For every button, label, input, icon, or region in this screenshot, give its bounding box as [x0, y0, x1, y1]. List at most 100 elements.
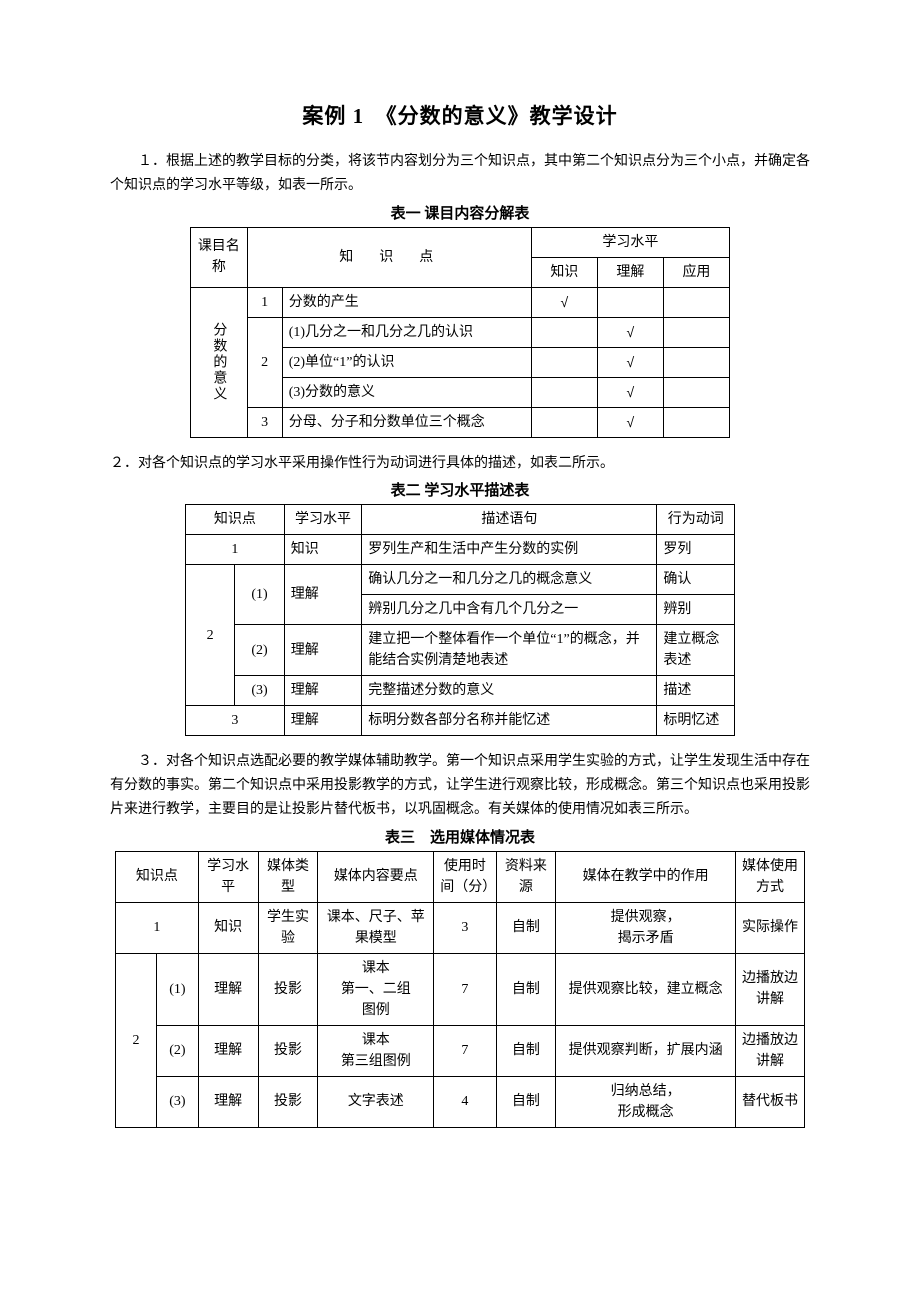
cell: 2	[116, 953, 157, 1127]
cell: 确认	[657, 565, 735, 595]
table-row: 课目名称 知 识 点 学习水平	[191, 227, 730, 257]
cell: 理解	[198, 953, 258, 1025]
cell: 3	[186, 706, 285, 736]
cell: 辨别几分之几中含有几个几分之一	[362, 595, 657, 625]
cell: (1)	[235, 565, 284, 625]
cell: 投影	[258, 1076, 318, 1127]
th-src: 资料来源	[496, 851, 556, 902]
tick-cell	[663, 287, 729, 317]
document-page: 案例 1 《分数的意义》教学设计 １．根据上述的教学目标的分类，将该节内容划分为…	[0, 0, 920, 1302]
paragraph-3: ３．对各个知识点选配必要的教学媒体辅助教学。第一个知识点采用学生实验的方式，让学…	[110, 750, 810, 821]
cell: 理解	[284, 706, 362, 736]
cell: 课本、尺子、苹果模型	[318, 902, 434, 953]
cell: 7	[434, 1025, 496, 1076]
cell: 2	[247, 317, 282, 407]
cell: 标明忆述	[657, 706, 735, 736]
cell: 描述	[657, 676, 735, 706]
cell: 理解	[284, 625, 362, 676]
cell: 文字表述	[318, 1076, 434, 1127]
table-row: (2) 理解 建立把一个整体看作一个单位“1”的概念，并能结合实例清楚地表述 建…	[186, 625, 735, 676]
cell: 分母、分子和分数单位三个概念	[282, 407, 531, 437]
cell: 分数的产生	[282, 287, 531, 317]
cell: 确认几分之一和几分之几的概念意义	[362, 565, 657, 595]
table-row: 2 (1)几分之一和几分之几的认识 √	[191, 317, 730, 347]
table-row: 2 (1) 理解 确认几分之一和几分之几的概念意义 确认	[186, 565, 735, 595]
cell: 理解	[198, 1025, 258, 1076]
table-row: 1 知识 学生实验 课本、尺子、苹果模型 3 自制 提供观察，揭示矛盾 实际操作	[116, 902, 805, 953]
cell: 1	[247, 287, 282, 317]
cell: (3)	[235, 676, 284, 706]
tick-cell	[663, 347, 729, 377]
cell: 自制	[496, 1025, 556, 1076]
table-row: 知识点 学习水平 描述语句 行为动词	[186, 505, 735, 535]
tick-cell: √	[531, 287, 597, 317]
cell: 3	[247, 407, 282, 437]
th-level: 学习水平	[531, 227, 729, 257]
th-subject: 课目名称	[191, 227, 248, 287]
cell: 知识	[284, 535, 362, 565]
cell: 自制	[496, 1076, 556, 1127]
cell: 建立概念表述	[657, 625, 735, 676]
table-row: 分数的意义 1 分数的产生 √	[191, 287, 730, 317]
th-mode: 媒体使用方式	[735, 851, 804, 902]
table-3: 知识点 学习水平 媒体类型 媒体内容要点 使用时间（分） 资料来源 媒体在教学中…	[115, 851, 805, 1128]
cell: 提供观察判断，扩展内涵	[556, 1025, 736, 1076]
cell: 投影	[258, 953, 318, 1025]
th-kp: 知识点	[116, 851, 199, 902]
cell: 课本第三组图例	[318, 1025, 434, 1076]
cell: 提供观察比较，建立概念	[556, 953, 736, 1025]
cell: 实际操作	[735, 902, 804, 953]
cell: 建立把一个整体看作一个单位“1”的概念，并能结合实例清楚地表述	[362, 625, 657, 676]
cell: (2)单位“1”的认识	[282, 347, 531, 377]
th-verb: 行为动词	[657, 505, 735, 535]
cell: 投影	[258, 1025, 318, 1076]
cell: (2)	[156, 1025, 198, 1076]
table-2: 知识点 学习水平 描述语句 行为动词 1 知识 罗列生产和生活中产生分数的实例 …	[185, 504, 735, 736]
cell: 1	[116, 902, 199, 953]
cell: 替代板书	[735, 1076, 804, 1127]
cell: 标明分数各部分名称并能忆述	[362, 706, 657, 736]
cell: 辨别	[657, 595, 735, 625]
tick-cell	[663, 377, 729, 407]
cell: 3	[434, 902, 496, 953]
cell: (1)	[156, 953, 198, 1025]
cell: 课本第一、二组图例	[318, 953, 434, 1025]
cell-subject: 分数的意义	[191, 287, 248, 437]
table-1: 课目名称 知 识 点 学习水平 知识 理解 应用 分数的意义 1 分数的产生 √…	[190, 227, 730, 438]
cell: (3)	[156, 1076, 198, 1127]
tick-cell	[531, 317, 597, 347]
table3-title: 表三 选用媒体情况表	[110, 826, 810, 847]
paragraph-2: ２．对各个知识点的学习水平采用操作性行为动词进行具体的描述，如表二所示。	[110, 452, 810, 476]
cell: 罗列生产和生活中产生分数的实例	[362, 535, 657, 565]
th-lvl: 学习水平	[284, 505, 362, 535]
cell: 理解	[284, 565, 362, 625]
cell: 2	[186, 565, 235, 706]
doc-title: 案例 1 《分数的意义》教学设计	[110, 100, 810, 130]
tick-cell	[531, 347, 597, 377]
th-lv-understand: 理解	[597, 257, 663, 287]
cell: 边播放边讲解	[735, 1025, 804, 1076]
tick-cell	[531, 377, 597, 407]
table-row: (2) 理解 投影 课本第三组图例 7 自制 提供观察判断，扩展内涵 边播放边讲…	[116, 1025, 805, 1076]
th-role: 媒体在教学中的作用	[556, 851, 736, 902]
table-row: 知识点 学习水平 媒体类型 媒体内容要点 使用时间（分） 资料来源 媒体在教学中…	[116, 851, 805, 902]
table-row: 1 知识 罗列生产和生活中产生分数的实例 罗列	[186, 535, 735, 565]
cell: 完整描述分数的意义	[362, 676, 657, 706]
cell: 边播放边讲解	[735, 953, 804, 1025]
th-desc: 描述语句	[362, 505, 657, 535]
cell: (2)	[235, 625, 284, 676]
th-content: 媒体内容要点	[318, 851, 434, 902]
table2-title: 表二 学习水平描述表	[110, 479, 810, 500]
tick-cell	[531, 407, 597, 437]
paragraph-1: １．根据上述的教学目标的分类，将该节内容划分为三个知识点，其中第二个知识点分为三…	[110, 150, 810, 198]
table-row: (3) 理解 完整描述分数的意义 描述	[186, 676, 735, 706]
tick-cell: √	[597, 347, 663, 377]
cell: 学生实验	[258, 902, 318, 953]
tick-cell: √	[597, 317, 663, 347]
table1-title: 表一 课目内容分解表	[110, 202, 810, 223]
cell: (1)几分之一和几分之几的认识	[282, 317, 531, 347]
tick-cell: √	[597, 407, 663, 437]
cell: 提供观察，揭示矛盾	[556, 902, 736, 953]
th-lv-knowledge: 知识	[531, 257, 597, 287]
cell: 7	[434, 953, 496, 1025]
